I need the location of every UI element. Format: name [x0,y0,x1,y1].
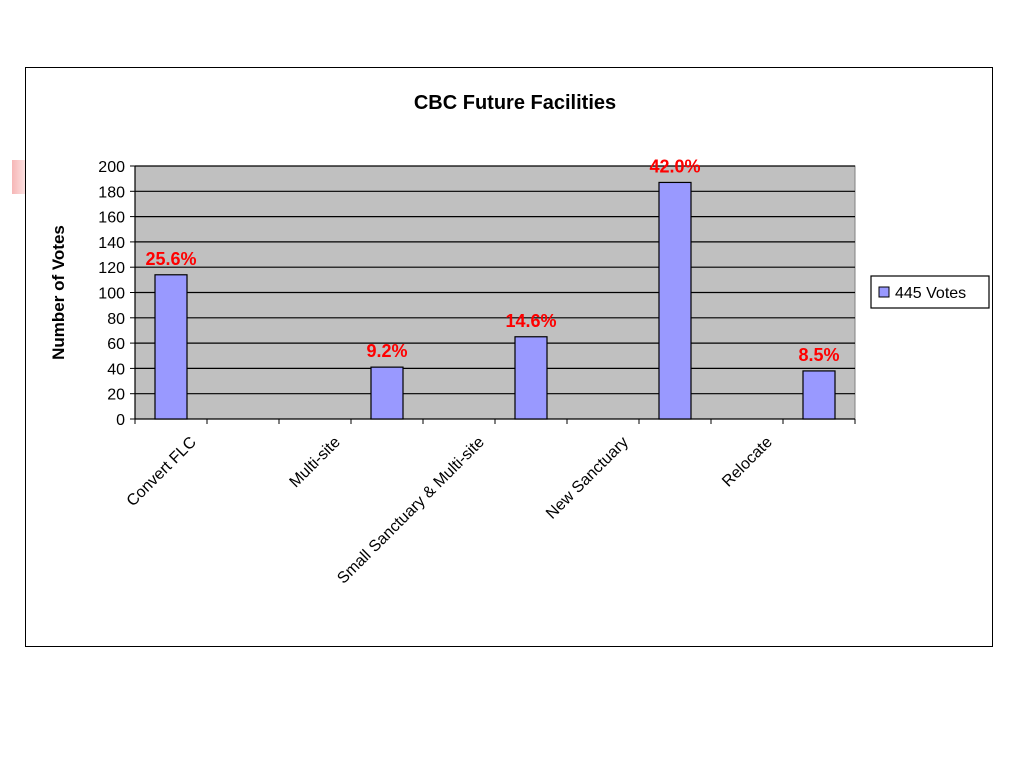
legend-label: 445 Votes [895,285,966,302]
y-tick-label-80: 80 [107,311,125,328]
y-tick-label-100: 100 [98,286,125,303]
y-tick-label-0: 0 [116,412,125,429]
slide-accent-decoration [12,160,26,194]
bar-chart: CBC Future Facilities 0 20 40 60 80 100 120 140 1… [49,92,990,588]
y-tick-label-200: 200 [98,159,125,176]
category-label-0: Convert FLC [124,434,200,510]
legend-box [870,275,990,309]
category-label-3: New Sanctuary [543,434,632,523]
y-tick-label-180: 180 [98,184,125,201]
category-label-1: Multi-site [287,434,344,491]
chart-frame: CBC Future Facilities 0 20 40 60 80 100 120 140 1… [25,67,993,647]
chart-title: CBC Future Facilities [414,92,616,114]
data-label-4: 8.5% [798,345,839,365]
category-label-4: Relocate [719,434,776,491]
y-tick-label-20: 20 [107,387,125,404]
y-tick-label-60: 60 [107,336,125,353]
bar-3 [658,181,692,420]
data-label-1: 9.2% [366,341,407,361]
y-tick-label-140: 140 [98,235,125,252]
bar-0 [154,274,188,420]
bar-1 [370,366,404,420]
category-label-2: Small Sanctuary & Multi-site [334,434,488,588]
data-label-0: 25.6% [145,249,196,269]
bar-2 [514,336,548,420]
data-label-3: 42.0% [649,156,700,176]
legend-swatch [878,286,890,298]
bar-4 [802,370,836,420]
y-tick-label-160: 160 [98,210,125,227]
y-tick-label-120: 120 [98,260,125,277]
data-label-2: 14.6% [505,311,556,331]
y-axis-label: Number of Votes [49,225,68,360]
y-tick-label-40: 40 [107,361,125,378]
